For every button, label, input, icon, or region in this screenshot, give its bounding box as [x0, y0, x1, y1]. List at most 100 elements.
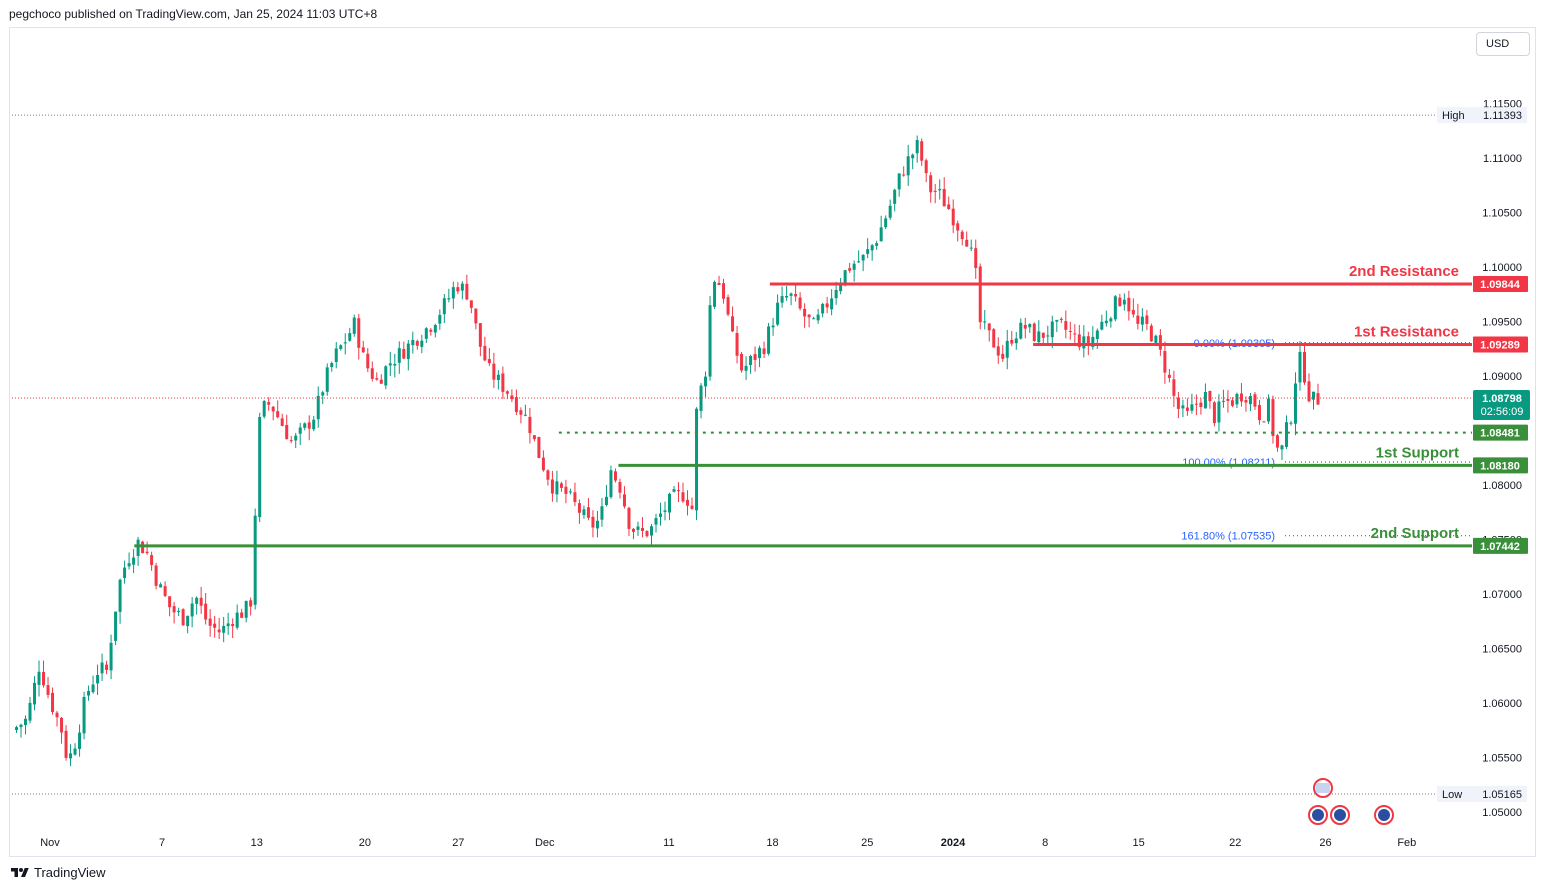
candle-part	[150, 555, 154, 565]
candle-part	[109, 642, 113, 671]
candle-part	[321, 392, 325, 396]
candle-part	[1185, 407, 1189, 411]
candle-part	[992, 329, 996, 348]
candle-part	[577, 503, 581, 513]
candle-part	[1239, 393, 1243, 402]
y-tick-label: 1.11000	[1483, 153, 1522, 165]
candle-part	[1041, 332, 1045, 338]
candle-part	[177, 610, 181, 612]
candle-part	[722, 283, 726, 299]
candle-part	[1316, 393, 1320, 405]
candle-part	[1010, 339, 1014, 344]
candle-part	[384, 366, 388, 386]
candle-part	[1059, 318, 1063, 321]
candle-part	[1248, 396, 1252, 405]
candle-part	[1194, 403, 1198, 405]
candle-part	[866, 249, 870, 254]
candle-part	[357, 318, 361, 348]
candle-part	[875, 243, 879, 246]
candle-part	[708, 305, 712, 377]
candle-part	[537, 436, 541, 458]
candle-part	[307, 422, 311, 429]
candle-part	[771, 325, 775, 328]
candle-part	[28, 702, 32, 721]
candle-part	[73, 748, 77, 755]
candle-part	[105, 664, 109, 670]
low-label-box	[1437, 786, 1527, 803]
x-tick-label: 25	[861, 837, 873, 849]
x-tick-label: 15	[1133, 837, 1145, 849]
high-label-box	[1437, 107, 1527, 124]
candle-part	[303, 423, 307, 428]
candle-part	[514, 397, 518, 413]
candles	[15, 135, 1320, 767]
x-tick-label: 22	[1229, 837, 1241, 849]
candle-part	[974, 248, 978, 268]
currency-button[interactable]: USD	[1476, 32, 1530, 56]
candle-part	[1271, 399, 1275, 436]
candle-part	[1113, 296, 1117, 320]
candle-part	[834, 289, 838, 299]
candle-part	[1257, 405, 1261, 421]
candle-part	[780, 296, 784, 303]
resistance-price-box	[1473, 276, 1528, 293]
candle-part	[933, 190, 937, 192]
high-value: 1.11393	[1483, 110, 1522, 122]
candle-part	[271, 406, 275, 412]
candle-part	[100, 662, 104, 674]
candle-part	[1253, 394, 1257, 407]
support-label: 1st Support	[1376, 444, 1459, 461]
candle-part	[586, 507, 590, 518]
candle-part	[204, 603, 208, 620]
candle-part	[1199, 402, 1203, 407]
candle-part	[235, 612, 239, 628]
y-tick-label: 1.09000	[1482, 371, 1522, 383]
x-tick-label: 20	[359, 837, 371, 849]
footer-brand[interactable]: TradingView	[10, 865, 106, 880]
candle-part	[902, 174, 906, 176]
candle-part	[699, 385, 703, 411]
candle-part	[870, 245, 874, 251]
candle-part	[190, 603, 194, 617]
tradingview-logo-icon	[11, 867, 29, 877]
candle-part	[55, 712, 59, 718]
candle-part	[136, 539, 140, 556]
candle-part	[1131, 309, 1135, 315]
candle-part	[82, 697, 86, 734]
candle-part	[141, 541, 145, 554]
y-tick-label: 1.10000	[1482, 262, 1522, 274]
candle-part	[1014, 338, 1018, 344]
candle-part	[87, 690, 91, 696]
candle-part	[37, 671, 41, 685]
candle-part	[487, 359, 491, 364]
candle-part	[1109, 318, 1113, 322]
candle-part	[195, 597, 199, 604]
candle-part	[861, 254, 865, 261]
candle-part	[181, 609, 185, 626]
candle-part	[704, 376, 708, 387]
candle-part	[920, 141, 924, 161]
candle-part	[276, 411, 280, 418]
candle-part	[1028, 324, 1032, 328]
candle-part	[595, 520, 599, 529]
candle-part	[807, 314, 811, 318]
candle-part	[821, 303, 825, 314]
candle-part	[735, 332, 739, 356]
candle-part	[1005, 340, 1009, 358]
candle-part	[1217, 401, 1221, 423]
economic-event-icons[interactable]	[1308, 778, 1394, 825]
candle-part	[96, 674, 100, 684]
candle-part	[798, 297, 802, 309]
candle-part	[1073, 333, 1077, 335]
candle-part	[339, 345, 343, 349]
y-tick-label: 1.07000	[1482, 589, 1522, 601]
candle-part	[830, 298, 834, 310]
candle-part	[609, 470, 613, 498]
candle-part	[361, 347, 365, 353]
candle-part	[1203, 392, 1207, 409]
candle-part	[1037, 331, 1041, 343]
candle-part	[510, 395, 514, 400]
candle-part	[541, 457, 545, 471]
candle-part	[226, 623, 230, 627]
